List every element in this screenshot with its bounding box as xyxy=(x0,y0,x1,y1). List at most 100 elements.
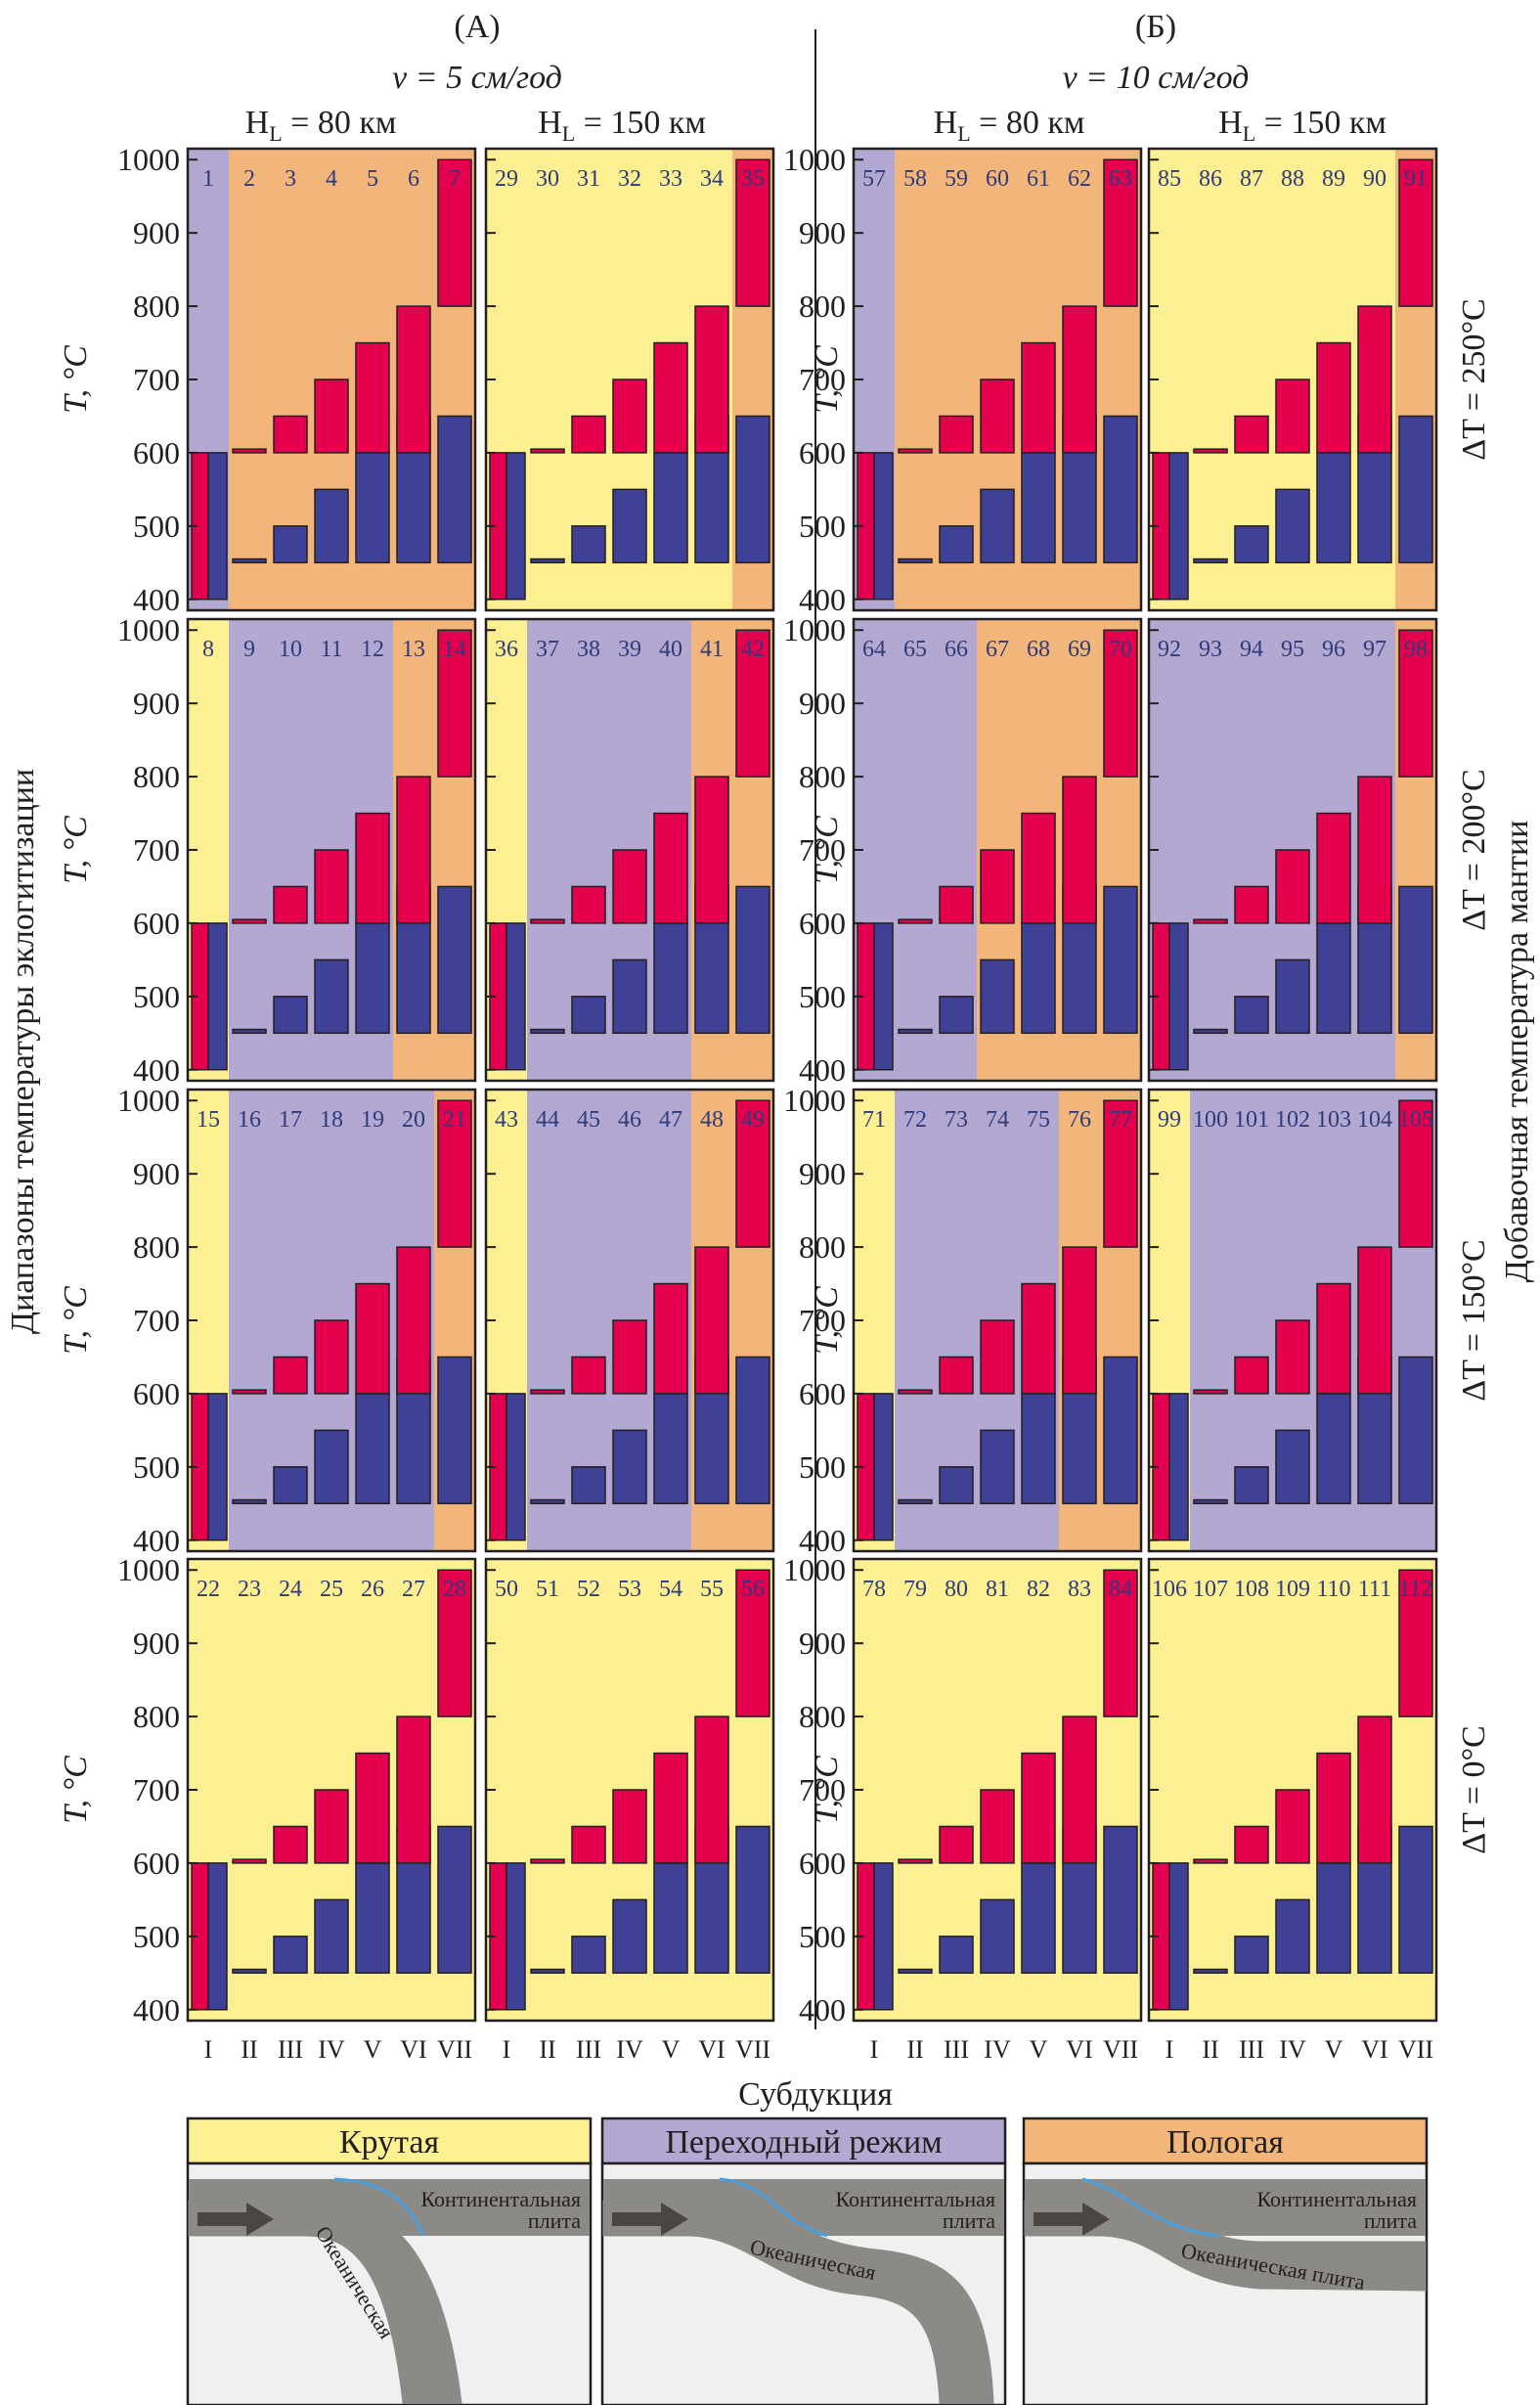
experiment-number: 32 xyxy=(618,166,641,192)
experiment-number: 40 xyxy=(659,637,682,662)
bar-blue xyxy=(355,922,390,1035)
oceanic-plate xyxy=(188,2200,462,2404)
experiment-number: 108 xyxy=(1234,1577,1269,1602)
experiment-number: 35 xyxy=(741,166,765,192)
bar-red xyxy=(1193,448,1228,454)
bar-blue xyxy=(1193,1968,1228,1975)
y-tick-label: 400 xyxy=(799,1523,846,1558)
y-tick-label: 400 xyxy=(133,582,180,617)
bar-blue xyxy=(939,1466,974,1505)
experiment-number: 112 xyxy=(1398,1577,1432,1602)
experiment-number: 90 xyxy=(1363,166,1386,192)
y-tick-label: 400 xyxy=(133,1052,180,1088)
y-tick-label: 1000 xyxy=(117,1083,180,1118)
bar-blue xyxy=(506,1393,526,1541)
experiment-number: 106 xyxy=(1152,1577,1187,1602)
plate-boundary-line xyxy=(333,2177,424,2237)
y-tick-label: 600 xyxy=(799,1376,846,1411)
experiment-number: 44 xyxy=(536,1107,559,1133)
bar-blue xyxy=(207,1862,228,2011)
bar-blue xyxy=(273,525,308,564)
regime-transitional xyxy=(1190,1090,1232,1551)
bar-red xyxy=(571,1356,606,1395)
bar-red xyxy=(694,1715,729,1864)
hl-subscript: L xyxy=(562,121,575,146)
experiment-number: 107 xyxy=(1193,1577,1228,1602)
experiment-number: 18 xyxy=(320,1107,343,1133)
x-tick-label: IV xyxy=(1279,2035,1306,2064)
x-tick-label: VII xyxy=(1398,2035,1433,2064)
experiment-number: 8 xyxy=(202,637,214,662)
experiment-number: 96 xyxy=(1322,637,1345,662)
bar-blue xyxy=(506,922,526,1071)
experiment-number: 3 xyxy=(285,166,296,192)
experiment-number: 84 xyxy=(1109,1577,1132,1602)
bar-red xyxy=(355,1282,390,1395)
hl-subscript: L xyxy=(1243,121,1255,146)
experiment-number: 20 xyxy=(402,1107,425,1133)
experiment-number: 83 xyxy=(1068,1577,1091,1602)
experiment-number: 95 xyxy=(1281,637,1304,662)
y-tick-label: 800 xyxy=(133,1229,180,1265)
y-tick-label: 800 xyxy=(799,1229,846,1265)
y-tick-label: 500 xyxy=(799,1449,846,1485)
bar-red xyxy=(1062,1715,1097,1864)
bar-blue xyxy=(1021,922,1056,1035)
panel-43-49: 43 44 45 46 47 48 49 xyxy=(484,1088,775,1553)
bar-blue xyxy=(1168,922,1189,1071)
bar-blue xyxy=(1398,1356,1433,1505)
bar-blue xyxy=(232,557,267,564)
bar-blue xyxy=(437,1825,472,1975)
bar-red xyxy=(437,158,472,307)
bar-red xyxy=(612,1319,647,1395)
experiment-number: 59 xyxy=(945,166,968,192)
x-tick-label: V xyxy=(364,2035,382,2064)
x-tick-label: III xyxy=(278,2035,303,2064)
bar-red xyxy=(273,885,308,924)
bar-blue xyxy=(1275,1429,1310,1505)
bar-red xyxy=(1062,776,1097,924)
bar-red xyxy=(1316,341,1351,454)
experiment-number: 100 xyxy=(1193,1107,1228,1133)
bar-red xyxy=(1234,885,1269,924)
y-tick-label: 800 xyxy=(799,1699,846,1734)
experiment-number: 23 xyxy=(238,1577,261,1602)
velocity-b-label: v = 10 см/год xyxy=(1063,60,1250,96)
y-panel-label: T, °C xyxy=(58,1756,94,1824)
panel-78-84: 78 79 80 81 82 83 84 400 500 600 700 800 900 1000 T, °… xyxy=(783,1552,1143,2064)
bar-blue xyxy=(873,452,894,601)
plate-boundary-line xyxy=(719,2177,828,2238)
x-tick-label: III xyxy=(576,2035,601,2064)
hl-symbol: H xyxy=(245,105,270,141)
y-tick-label: 600 xyxy=(133,1376,180,1411)
x-tick-label: II xyxy=(539,2035,555,2064)
experiment-number: 28 xyxy=(443,1577,466,1602)
svg-text:HL = 80 км: HL = 80 км xyxy=(934,105,1085,146)
regime-transitional xyxy=(895,619,937,1081)
experiment-number: 94 xyxy=(1240,637,1263,662)
bar-blue xyxy=(1316,452,1351,564)
regime-steep xyxy=(229,1559,271,2021)
y-tick-label: 700 xyxy=(133,1303,180,1338)
bar-blue xyxy=(1103,1825,1138,1975)
group-a-label: (А) xyxy=(454,9,500,45)
bar-red xyxy=(232,1858,267,1864)
experiment-number: 66 xyxy=(945,637,968,662)
bar-red xyxy=(898,1858,933,1864)
bar-blue xyxy=(207,452,228,601)
hl-subscript: L xyxy=(269,121,282,146)
bar-blue xyxy=(530,1028,565,1035)
experiment-number: 50 xyxy=(495,1577,518,1602)
experiment-number: 48 xyxy=(700,1107,724,1133)
bar-blue xyxy=(1021,1862,1056,1975)
bar-blue xyxy=(612,958,647,1035)
y-tick-label: 400 xyxy=(799,1052,846,1088)
experiment-number: 67 xyxy=(986,637,1009,662)
experiment-number: 21 xyxy=(443,1107,466,1133)
bar-red xyxy=(232,918,267,924)
y-tick-label: 900 xyxy=(799,215,846,250)
bar-blue xyxy=(612,1898,647,1975)
